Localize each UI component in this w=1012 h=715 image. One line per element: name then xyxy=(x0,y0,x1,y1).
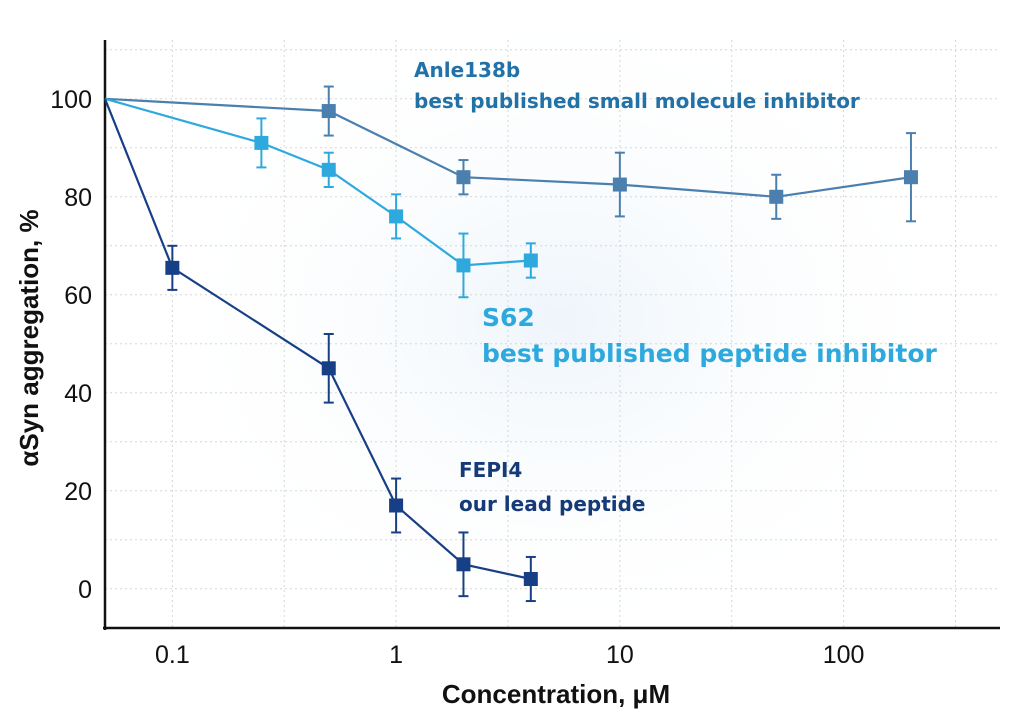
annotation-s62-desc: best published peptide inhibitor xyxy=(482,339,937,368)
annotation-anle138b-desc: best published small molecule inhibitor xyxy=(414,89,860,113)
annotation-fepi4-desc: our lead peptide xyxy=(459,492,646,516)
series-anle138b xyxy=(104,85,918,223)
data-point xyxy=(321,361,336,376)
gridlines xyxy=(105,40,1000,628)
x-axis-title: Concentration, μM xyxy=(442,679,670,709)
annotation-fepi4: FEPI4 our lead peptide xyxy=(459,458,646,516)
data-point xyxy=(903,170,918,185)
data-point xyxy=(523,572,538,586)
axes: 0.1 1 10 100 0 20 40 60 80 100 xyxy=(50,40,1000,669)
data-point xyxy=(769,189,784,204)
data-point xyxy=(254,135,269,150)
x-tick-label: 1 xyxy=(389,641,403,669)
series-line xyxy=(104,97,531,267)
data-point xyxy=(456,557,471,572)
series-fepi4 xyxy=(103,98,538,603)
series-line xyxy=(103,98,532,581)
x-tick-label: 10 xyxy=(606,641,634,669)
annotation-fepi4-name: FEPI4 xyxy=(459,458,522,482)
series-s62 xyxy=(104,97,538,299)
series-layer xyxy=(103,85,918,603)
data-point xyxy=(612,177,627,192)
data-point xyxy=(389,498,404,513)
y-tick-label: 100 xyxy=(50,86,92,114)
data-point xyxy=(321,104,336,119)
series-line xyxy=(104,97,912,198)
annotation-anle138b-name: Anle138b xyxy=(414,58,520,82)
x-tick-label: 100 xyxy=(823,641,865,669)
y-tick-label: 80 xyxy=(64,184,92,212)
data-point xyxy=(456,170,471,185)
data-point xyxy=(165,260,180,275)
y-axis-title: αSyn aggregation, % xyxy=(14,209,44,466)
y-tick-label: 20 xyxy=(64,478,92,506)
y-tick-label: 0 xyxy=(78,576,92,604)
y-tick-label: 40 xyxy=(64,380,92,408)
data-point xyxy=(456,258,471,273)
annotation-anle138b: Anle138b best published small molecule i… xyxy=(414,58,860,113)
background-glow xyxy=(140,0,980,650)
x-tick-label: 0.1 xyxy=(155,641,190,669)
data-point xyxy=(389,209,404,224)
data-point xyxy=(321,162,336,177)
annotation-s62-name: S62 xyxy=(482,303,535,332)
y-tick-label: 60 xyxy=(64,282,92,310)
data-point xyxy=(523,253,538,268)
annotation-s62: S62 best published peptide inhibitor xyxy=(482,303,937,368)
